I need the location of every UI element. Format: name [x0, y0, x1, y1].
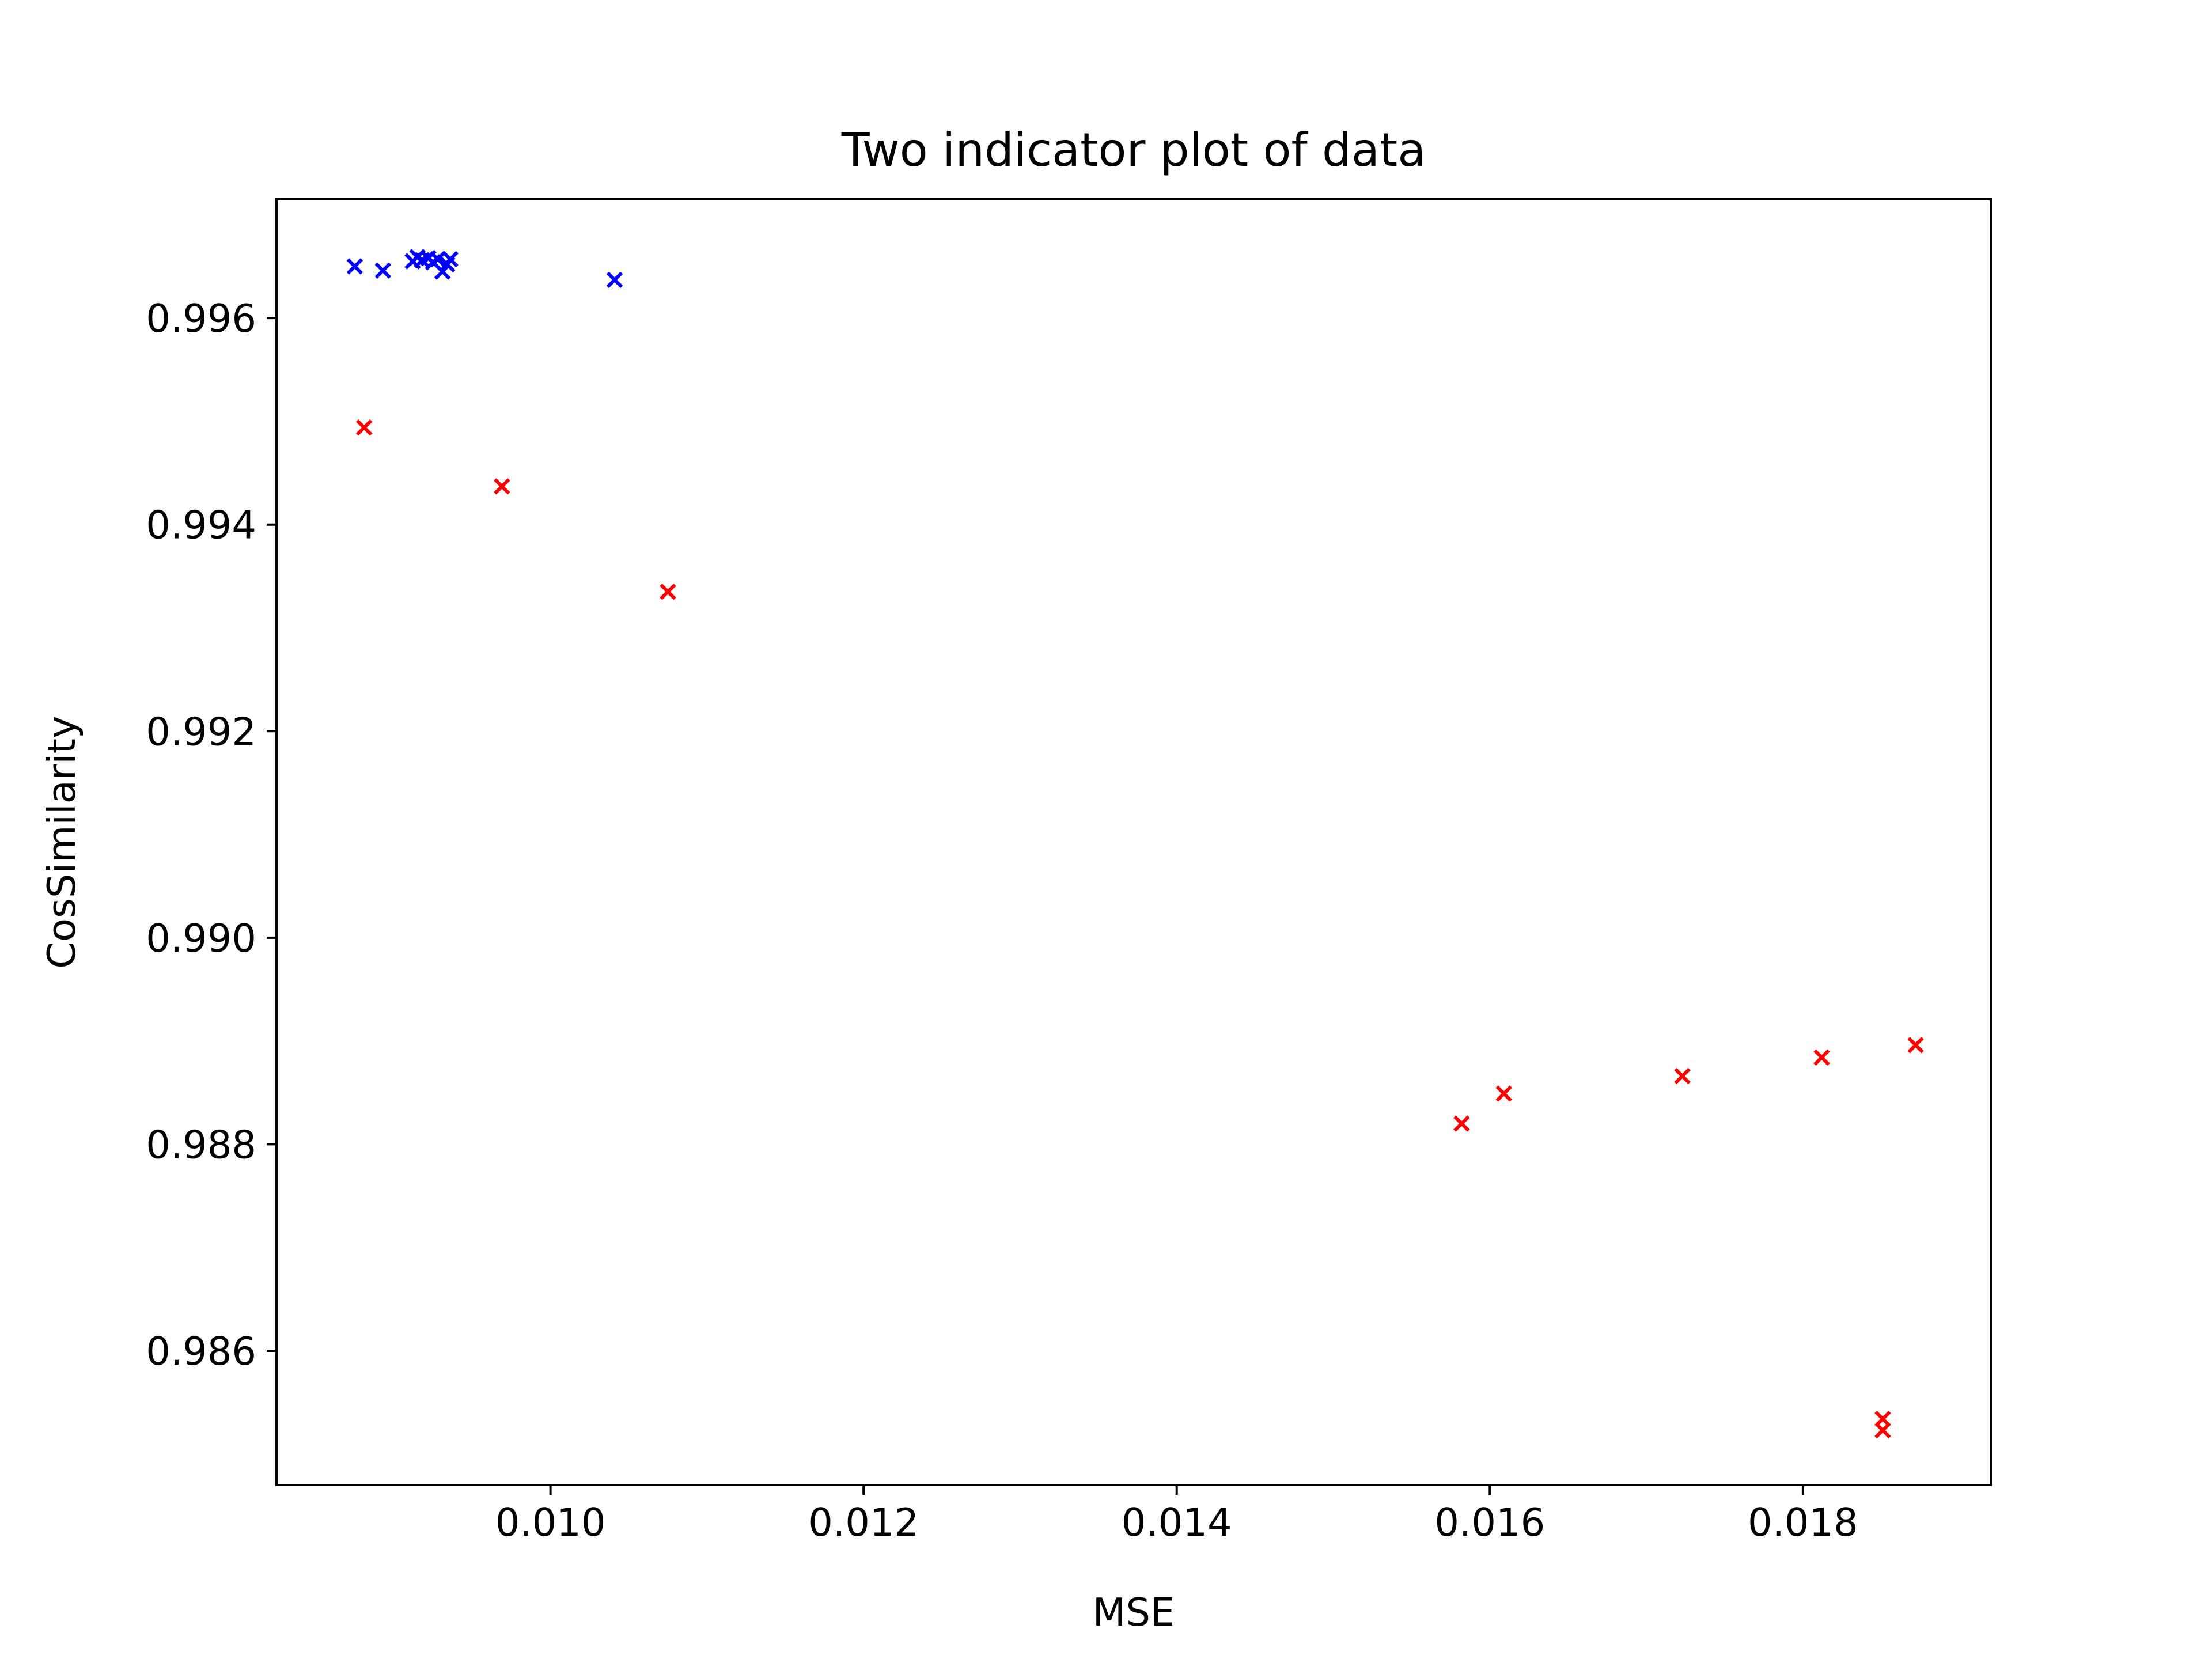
points-layer — [346, 249, 1924, 1439]
x-tick-label: 0.016 — [1434, 1500, 1545, 1545]
x-tick-label: 0.018 — [1748, 1500, 1858, 1545]
data-point — [374, 262, 392, 279]
data-point — [606, 271, 623, 289]
data-point — [346, 258, 363, 275]
y-tick-label: 0.988 — [146, 1122, 256, 1167]
y-tick-label: 0.986 — [146, 1329, 256, 1374]
y-tick-label: 0.994 — [146, 503, 256, 548]
y-tick-label: 0.996 — [146, 296, 256, 341]
data-point — [1907, 1037, 1924, 1054]
data-point — [660, 584, 676, 600]
x-axis: 0.010 0.012 0.014 0.016 0.018 — [495, 1485, 1858, 1545]
data-point — [1874, 1422, 1891, 1439]
plot-frame — [275, 198, 1992, 1486]
data-point — [429, 251, 446, 268]
x-tick-label: 0.014 — [1122, 1500, 1232, 1545]
data-point — [355, 419, 373, 436]
y-tick-label: 0.990 — [146, 916, 256, 961]
data-point — [442, 251, 459, 268]
x-tick-label: 0.012 — [808, 1500, 919, 1545]
data-point — [1813, 1049, 1830, 1066]
x-axis-label: MSE — [1093, 1590, 1175, 1635]
data-point — [1495, 1085, 1513, 1102]
data-point — [1674, 1067, 1691, 1085]
y-axis-label: CosSimilarity — [39, 715, 84, 968]
data-point — [494, 478, 510, 495]
data-point — [1453, 1115, 1470, 1132]
x-tick-label: 0.010 — [495, 1500, 606, 1545]
data-point — [1874, 1411, 1891, 1427]
chart-title: Two indicator plot of data — [841, 123, 1426, 177]
data-point — [434, 263, 451, 280]
y-axis: 0.986 0.988 0.990 0.992 0.994 0.996 — [146, 296, 276, 1374]
y-tick-label: 0.992 — [146, 709, 256, 754]
